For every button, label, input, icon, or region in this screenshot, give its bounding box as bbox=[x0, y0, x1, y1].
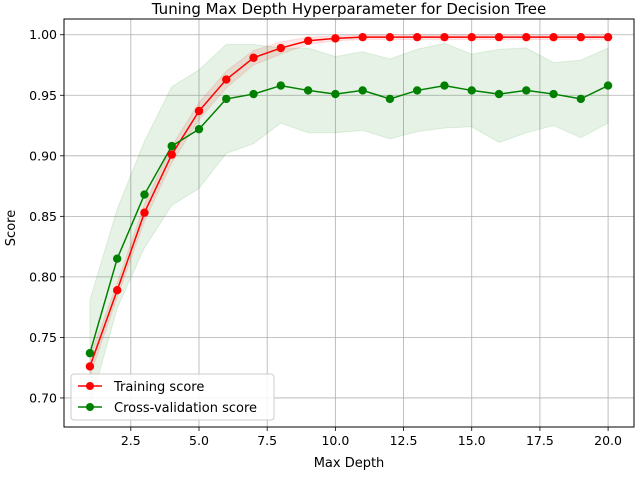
series-points bbox=[85, 32, 613, 371]
point-cross-validation bbox=[331, 89, 340, 99]
point-cross-validation bbox=[112, 254, 122, 263]
point-cross-validation bbox=[167, 141, 176, 151]
x-tick-label: 10.0 bbox=[321, 433, 349, 448]
y-axis-ticks: 0.70 0.75 0.80 0.85 0.90 0.95 1.00 bbox=[29, 27, 64, 405]
point-cross-validation bbox=[412, 86, 422, 95]
x-tick-label: 2.5 bbox=[121, 433, 141, 448]
point-training bbox=[85, 362, 95, 371]
point-training bbox=[576, 32, 586, 42]
point-cross-validation bbox=[494, 89, 504, 99]
point-cross-validation bbox=[603, 81, 613, 90]
point-cross-validation bbox=[222, 94, 231, 104]
chart-title: Tuning Max Depth Hyperparameter for Deci… bbox=[151, 0, 546, 18]
point-cross-validation bbox=[522, 86, 531, 95]
point-cross-validation bbox=[194, 124, 204, 134]
band-cross-validation bbox=[89, 42, 609, 407]
plot-frame bbox=[63, 18, 635, 428]
point-training bbox=[249, 53, 258, 62]
x-axis-ticks: 2.5 5.0 7.5 10.0 12.5 15.0 17.5 20.0 bbox=[121, 427, 622, 448]
point-cross-validation bbox=[358, 86, 367, 95]
point-training bbox=[303, 36, 313, 45]
point-training bbox=[194, 106, 204, 116]
y-tick-label: 0.90 bbox=[29, 148, 57, 163]
point-training bbox=[549, 32, 558, 42]
line-training bbox=[89, 36, 609, 367]
x-tick-label: 12.5 bbox=[390, 433, 418, 448]
point-cross-validation bbox=[249, 89, 258, 99]
point-training bbox=[467, 32, 476, 42]
y-tick-label: 0.85 bbox=[29, 209, 57, 224]
point-cross-validation bbox=[576, 94, 586, 104]
y-tick-label: 0.75 bbox=[29, 330, 57, 345]
point-training bbox=[331, 34, 340, 43]
point-cross-validation bbox=[140, 190, 149, 199]
line-cross-validation bbox=[89, 84, 609, 354]
point-training bbox=[276, 43, 286, 53]
legend-marker-training bbox=[86, 382, 94, 390]
point-training bbox=[494, 32, 504, 42]
series-lines bbox=[89, 36, 609, 367]
point-training bbox=[412, 32, 422, 42]
point-cross-validation bbox=[303, 86, 313, 95]
x-axis-label: Max Depth bbox=[314, 456, 385, 471]
point-cross-validation bbox=[85, 348, 95, 358]
legend-label-cross-validation: Cross-validation score bbox=[114, 401, 257, 416]
point-cross-validation bbox=[549, 89, 558, 99]
point-training bbox=[222, 75, 231, 84]
y-tick-label: 0.70 bbox=[29, 390, 57, 405]
x-tick-label: 15.0 bbox=[458, 433, 486, 448]
legend-frame bbox=[70, 373, 275, 421]
y-tick-label: 1.00 bbox=[29, 27, 57, 42]
point-cross-validation bbox=[440, 81, 449, 90]
point-training bbox=[603, 32, 613, 42]
x-tick-label: 7.5 bbox=[257, 433, 277, 448]
point-training bbox=[140, 208, 149, 217]
legend-label-training: Training score bbox=[113, 380, 204, 395]
point-training bbox=[358, 32, 367, 42]
legend: Training score Cross-validation score bbox=[70, 373, 275, 421]
x-tick-label: 5.0 bbox=[189, 433, 209, 448]
point-training bbox=[112, 285, 122, 295]
x-tick-label: 20.0 bbox=[594, 433, 622, 448]
x-tick-label: 17.5 bbox=[526, 433, 554, 448]
point-cross-validation bbox=[276, 81, 286, 90]
y-axis-label: Score bbox=[4, 210, 19, 246]
point-training bbox=[522, 32, 531, 42]
y-tick-label: 0.95 bbox=[29, 88, 57, 103]
point-cross-validation bbox=[385, 94, 395, 104]
legend-marker-cross-validation bbox=[86, 403, 94, 411]
point-training bbox=[440, 32, 449, 42]
y-tick-label: 0.80 bbox=[29, 269, 57, 284]
point-training bbox=[385, 32, 395, 42]
point-cross-validation bbox=[467, 86, 476, 95]
point-training bbox=[167, 150, 176, 159]
